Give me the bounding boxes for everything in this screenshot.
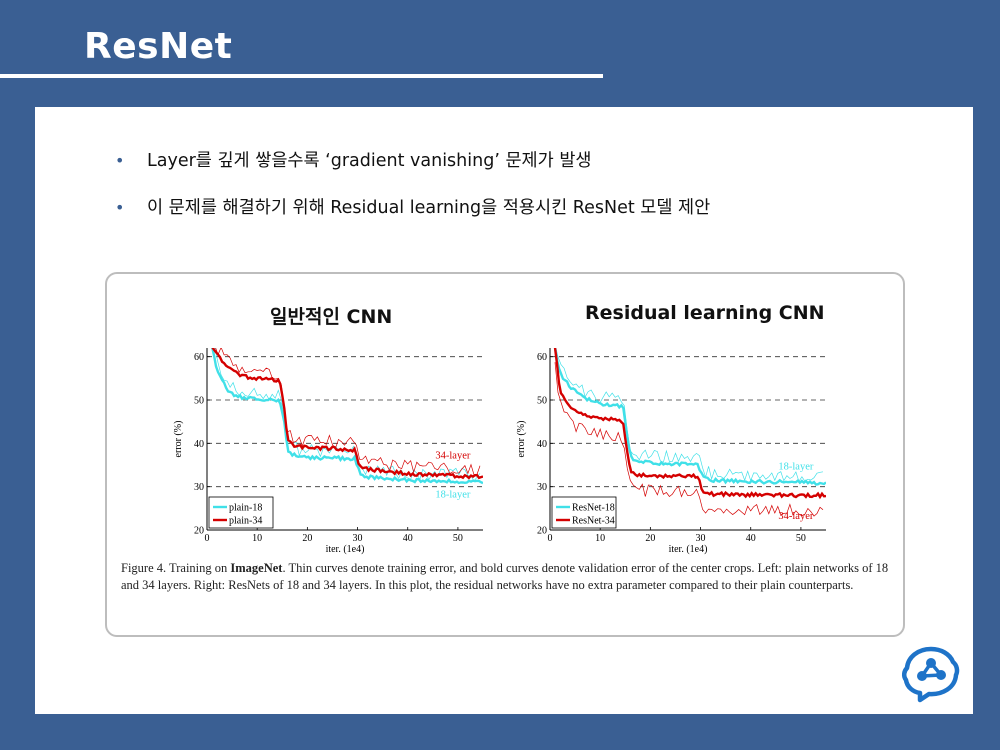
y-axis-label: error (%)	[516, 421, 527, 458]
content-panel: • Layer를 깊게 쌓을수록 ‘gradient vanishing’ 문제…	[35, 107, 973, 714]
y-tick-label: 40	[537, 439, 547, 450]
legend-box	[208, 496, 274, 529]
x-axis-label: iter. (1e4)	[669, 544, 708, 555]
legend-label: ResNet-18	[572, 503, 615, 514]
y-tick-label: 30	[537, 482, 547, 493]
training-curve-plain-34	[215, 348, 481, 476]
caption-bold: ImageNet	[230, 561, 283, 575]
y-tick-label: 50	[537, 396, 547, 407]
x-axis-label: iter. (1e4)	[326, 544, 365, 555]
x-tick-label: 20	[645, 533, 655, 544]
x-tick-label: 30	[353, 533, 363, 544]
y-tick-label: 30	[194, 482, 204, 493]
plain-cnn-chart: 0 10 20 30 40 50 20 30 40 50 60 iter. (1e4) error (%…	[173, 348, 483, 555]
x-tick-label: 40	[403, 533, 413, 544]
y-tick-label: 20	[194, 526, 204, 537]
bullet-item: • 이 문제를 해결하기 위해 Residual learning을 적용시킨 …	[115, 194, 710, 241]
x-tick-label: 50	[453, 533, 463, 544]
bullet-text: Layer를 깊게 쌓을수록 ‘gradient vanishing’ 문제가 …	[147, 151, 592, 171]
y-axis-label: error (%)	[173, 421, 184, 458]
legend-label: ResNet-34	[572, 516, 615, 527]
x-tick-label: 30	[696, 533, 706, 544]
legend-label: plain-18	[229, 503, 262, 514]
brain-network-logo-icon	[901, 646, 960, 703]
figure-caption: Figure 4. Training on ImageNet. Thin cur…	[121, 560, 891, 593]
bullet-text: 이 문제를 해결하기 위해 Residual learning을 적용시킨 Re…	[147, 198, 711, 218]
x-tick-label: 50	[796, 533, 806, 544]
curve-annotation: 34-layer	[435, 451, 470, 462]
bullet-dot-icon: •	[115, 198, 125, 217]
bullet-dot-icon: •	[115, 151, 125, 170]
legend-box	[551, 496, 617, 529]
y-tick-label: 60	[537, 352, 547, 363]
caption-prefix: Figure 4. Training on	[121, 561, 231, 575]
training-curve-plain-18	[214, 348, 481, 482]
plot-area	[553, 348, 826, 517]
training-curve-ResNet-34	[554, 362, 824, 517]
figure-box: 일반적인 CNN Residual learning CNN 0 10 20 30 40…	[105, 272, 905, 637]
residual-cnn-heading: Residual learning CNN	[585, 302, 825, 324]
resnet-chart: 0 10 20 30 40 50 20 30 40 50 60 iter. (1e4) error (%…	[516, 348, 826, 555]
x-tick-label: 20	[302, 533, 312, 544]
curve-annotation: 34-layer	[778, 511, 813, 522]
y-tick-label: 40	[194, 439, 204, 450]
bullet-list: • Layer를 깊게 쌓을수록 ‘gradient vanishing’ 문제…	[115, 147, 710, 241]
legend-label: plain-34	[229, 516, 262, 527]
x-tick-label: 40	[746, 533, 756, 544]
x-tick-label: 0	[205, 533, 210, 544]
validation-curve-plain-34	[211, 348, 483, 480]
x-tick-label: 10	[252, 533, 262, 544]
caption-rest: . Thin curves denote training error, and…	[121, 561, 889, 592]
curve-annotation: 18-layer	[778, 461, 813, 472]
y-tick-label: 60	[194, 352, 204, 363]
x-tick-label: 10	[595, 533, 605, 544]
validation-curve-plain-18	[211, 348, 483, 485]
y-tick-label: 50	[194, 396, 204, 407]
x-tick-label: 0	[548, 533, 553, 544]
bullet-item: • Layer를 깊게 쌓을수록 ‘gradient vanishing’ 문제…	[115, 147, 710, 194]
plain-cnn-heading: 일반적인 CNN	[270, 306, 393, 328]
plot-area	[211, 348, 483, 485]
validation-curve-ResNet-18	[553, 348, 826, 486]
curve-annotation: 18-layer	[435, 490, 470, 501]
validation-curve-ResNet-34	[553, 348, 826, 500]
slide-title: ResNet	[84, 26, 233, 67]
title-underline	[0, 74, 603, 78]
y-tick-label: 20	[537, 526, 547, 537]
